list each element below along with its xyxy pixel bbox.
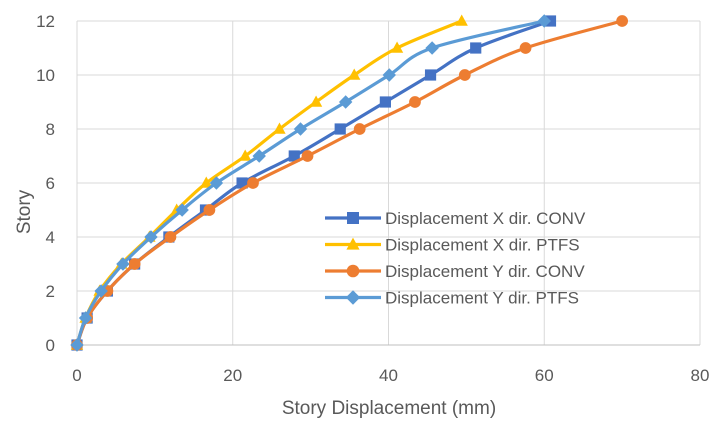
- data-point-circle: [128, 258, 141, 270]
- legend-item: Displacement Y dir. PTFS: [325, 289, 579, 308]
- data-point-triangle: [348, 68, 361, 80]
- data-point-diamond: [70, 338, 84, 352]
- data-point-triangle: [309, 95, 323, 107]
- data-point-diamond: [338, 95, 353, 109]
- x-tick-label: 20: [223, 366, 242, 385]
- data-point-diamond: [78, 311, 93, 325]
- data-point-diamond: [425, 41, 439, 55]
- x-tick-label: 40: [379, 366, 398, 385]
- data-point-square: [236, 177, 248, 189]
- legend-label: Displacement Y dir. PTFS: [385, 289, 579, 308]
- axes: [76, 21, 700, 346]
- x-axis-title: Story Displacement (mm): [282, 398, 496, 419]
- series-group: [70, 14, 629, 352]
- data-point-square: [347, 212, 359, 224]
- y-tick-label: 2: [46, 282, 55, 301]
- data-point-triangle: [239, 149, 252, 161]
- x-tick-label: 80: [691, 366, 710, 385]
- data-point-square: [470, 42, 482, 54]
- data-point-square: [379, 96, 391, 108]
- data-point-diamond: [175, 203, 189, 217]
- legend-item: Displacement X dir. PTFS: [325, 236, 580, 255]
- data-point-circle: [346, 264, 360, 278]
- data-point-circle: [616, 15, 629, 27]
- data-point-circle: [409, 96, 421, 108]
- data-point-circle: [164, 231, 177, 243]
- y-axis-title: Story: [14, 189, 35, 234]
- legend-label: Displacement Y dir. CONV: [385, 262, 585, 281]
- y-tick-label: 4: [46, 228, 55, 247]
- data-point-triangle: [273, 122, 286, 134]
- data-point-square: [424, 69, 437, 81]
- legend-label: Displacement X dir. PTFS: [385, 236, 580, 255]
- data-point-circle: [519, 42, 532, 54]
- legend-item: Displacement Y dir. CONV: [325, 262, 585, 281]
- data-point-circle: [301, 150, 314, 162]
- legend: Displacement X dir. CONV Displacement X d…: [325, 209, 586, 308]
- data-point-circle: [247, 177, 259, 189]
- y-tick-label: 12: [36, 12, 55, 31]
- y-tick-label: 6: [46, 174, 55, 193]
- y-tick-label: 0: [46, 336, 55, 355]
- data-point-diamond: [144, 230, 158, 244]
- data-point-diamond: [537, 14, 551, 28]
- data-point-square: [288, 150, 300, 162]
- data-point-square: [334, 123, 346, 135]
- legend-label: Displacement X dir. CONV: [385, 209, 586, 228]
- x-tick-label: 0: [72, 366, 81, 385]
- x-tick-label: 60: [535, 366, 554, 385]
- data-point-triangle: [200, 176, 213, 188]
- y-tick-label: 10: [36, 66, 55, 85]
- data-point-circle: [203, 204, 216, 216]
- data-point-diamond: [252, 149, 266, 163]
- data-point-diamond: [209, 176, 224, 190]
- data-point-triangle: [346, 237, 360, 250]
- data-point-diamond: [293, 122, 308, 136]
- legend-item: Displacement X dir. CONV: [325, 209, 586, 228]
- tick-labels: 0 20 40 60 80 0 2 4 6 8 10 12: [36, 12, 709, 385]
- series-4: [70, 14, 551, 352]
- data-point-diamond: [382, 68, 396, 82]
- data-point-diamond: [116, 257, 130, 271]
- data-point-diamond: [94, 284, 108, 298]
- data-point-diamond: [345, 290, 361, 305]
- data-point-circle: [353, 123, 366, 135]
- data-point-triangle: [390, 41, 404, 53]
- y-tick-label: 8: [46, 120, 55, 139]
- data-point-triangle: [455, 14, 468, 26]
- data-point-circle: [458, 69, 471, 81]
